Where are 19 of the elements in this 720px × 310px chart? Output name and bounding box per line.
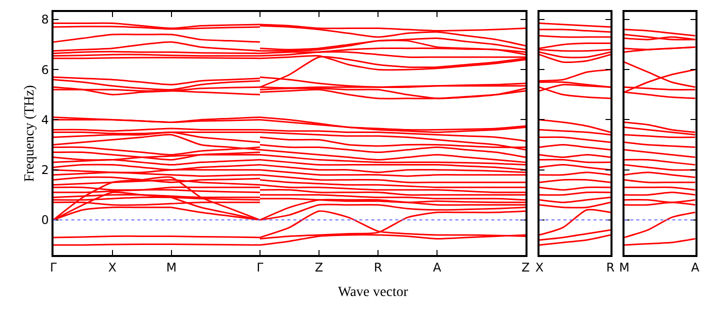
y-tick-label: 0	[41, 213, 49, 228]
y-tick-label: 6	[41, 62, 49, 77]
x-tick-label: Γ	[50, 260, 57, 274]
y-axis-title: Frequency (THz)	[22, 84, 38, 182]
x-tick-label: Z	[314, 260, 324, 274]
x-tick-label: A	[432, 260, 442, 274]
x-tick-label: M	[166, 260, 177, 274]
x-tick-label: A	[691, 260, 700, 274]
x-tick-label: X	[535, 260, 544, 274]
x-tick-label: M	[619, 260, 630, 274]
x-tick-label: Γ	[256, 260, 264, 274]
x-tick-label: R	[606, 260, 615, 274]
y-tick-label: 4	[41, 112, 49, 127]
y-tick-label: 8	[41, 12, 49, 27]
y-tick-label: 2	[41, 163, 49, 178]
x-axis-title: Wave vector	[338, 285, 408, 300]
x-tick-label: Z	[522, 260, 530, 274]
x-tick-label: R	[374, 260, 382, 274]
x-tick-label: X	[108, 260, 116, 274]
